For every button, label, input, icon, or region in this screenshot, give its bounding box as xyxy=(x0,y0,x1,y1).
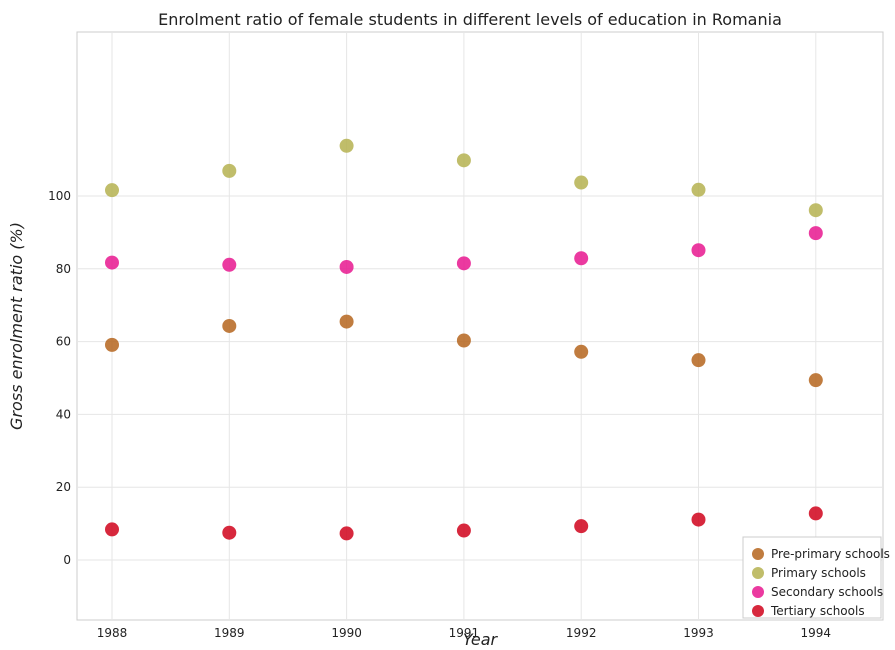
y-tick-label: 100 xyxy=(48,189,71,203)
point-primary-schools xyxy=(339,138,354,153)
x-tick-label: 1991 xyxy=(449,626,480,640)
x-axis-label: Year xyxy=(463,630,499,649)
point-primary-schools xyxy=(691,182,706,197)
point-pre-primary-schools xyxy=(691,353,706,368)
x-tick-label: 1994 xyxy=(801,626,832,640)
x-tick-label: 1988 xyxy=(97,626,128,640)
point-primary-schools xyxy=(105,183,119,198)
point-secondary-schools xyxy=(222,257,237,272)
y-tick-labels: 0 20 40 60 80 100 xyxy=(48,189,71,567)
y-tick-label: 0 xyxy=(63,553,71,567)
y-tick-label: 80 xyxy=(56,262,71,276)
point-pre-primary-schools xyxy=(222,318,237,333)
data-points xyxy=(105,138,823,541)
point-tertiary-schools xyxy=(339,526,354,541)
point-pre-primary-schools xyxy=(574,344,589,359)
point-secondary-schools xyxy=(105,255,119,270)
legend-label: Pre-primary schools xyxy=(771,547,890,561)
legend-marker xyxy=(752,548,764,560)
point-pre-primary-schools xyxy=(808,373,823,388)
chart-title: Enrolment ratio of female students in di… xyxy=(158,10,782,29)
point-secondary-schools xyxy=(456,256,471,271)
y-tick-label: 60 xyxy=(56,335,71,349)
x-tick-labels: 1988 1989 1990 1991 1992 1993 1994 xyxy=(97,626,831,640)
y-axis-label: Gross enrolment ratio (%) xyxy=(7,222,26,430)
point-primary-schools xyxy=(808,203,823,218)
legend-label: Primary schools xyxy=(771,566,866,580)
point-primary-schools xyxy=(222,163,237,178)
point-pre-primary-schools xyxy=(339,314,354,329)
x-tick-label: 1992 xyxy=(566,626,597,640)
point-secondary-schools xyxy=(691,243,706,258)
point-secondary-schools xyxy=(808,226,823,241)
legend-label: Secondary schools xyxy=(771,585,883,599)
legend-marker xyxy=(752,605,764,617)
point-tertiary-schools xyxy=(691,512,706,527)
legend-label: Tertiary schools xyxy=(770,604,865,618)
legend-box xyxy=(742,536,882,619)
grid-layer xyxy=(77,32,883,620)
x-tick-label: 1993 xyxy=(683,626,714,640)
legend-marker xyxy=(752,586,764,598)
plot-area xyxy=(76,31,884,621)
x-tick-label: 1990 xyxy=(331,626,362,640)
point-tertiary-schools xyxy=(574,519,589,534)
point-secondary-schools xyxy=(339,259,354,274)
y-tick-label: 20 xyxy=(56,480,71,494)
point-primary-schools xyxy=(456,153,471,168)
point-pre-primary-schools xyxy=(456,333,471,348)
legend: Pre-primary schools Primary schools Second… xyxy=(742,536,890,619)
y-tick-label: 40 xyxy=(56,407,71,421)
legend-marker xyxy=(752,567,764,579)
point-pre-primary-schools xyxy=(105,337,119,352)
x-tick-label: 1989 xyxy=(214,626,245,640)
point-tertiary-schools xyxy=(808,506,823,521)
point-tertiary-schools xyxy=(222,525,237,540)
point-tertiary-schools xyxy=(105,522,119,537)
point-tertiary-schools xyxy=(456,523,471,538)
point-secondary-schools xyxy=(574,251,589,266)
point-primary-schools xyxy=(574,175,589,190)
